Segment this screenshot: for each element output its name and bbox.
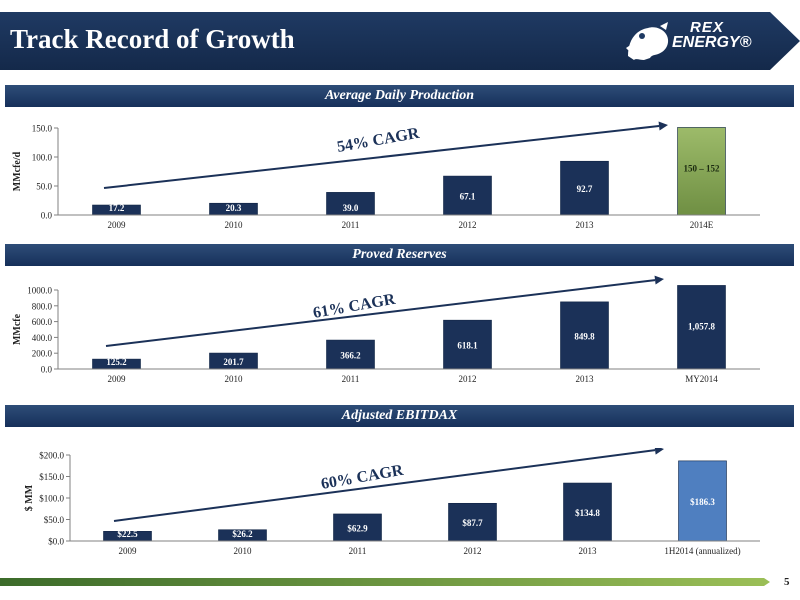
x-tick-label: 2012 [464,546,482,556]
x-tick-label: 2010 [225,220,244,230]
cagr-arrow-line [113,449,656,522]
y-tick-label: 200.0 [32,349,53,359]
cagr-arrow-head-icon [654,448,664,455]
x-tick-label: 2009 [108,220,127,230]
bar-2011 [326,339,375,370]
data-label: $186.3 [690,497,715,507]
data-label: $87.7 [462,518,483,528]
x-tick-label: 2009 [119,546,138,556]
x-tick-label: 2012 [459,220,477,230]
y-tick-label: $0.0 [48,537,64,547]
footer-bar [0,578,770,586]
y-tick-label: 600.0 [32,317,53,327]
bar-2013 [560,301,609,370]
logo-text-energy: ENERGY® [672,34,752,51]
y-axis-label: MMcfe [12,313,23,345]
y-tick-label: 800.0 [32,301,53,311]
y-tick-label: 50.0 [36,182,52,192]
page-number: 5 [784,576,790,588]
bar-1h2014-annualized- [678,460,727,542]
cagr-arrow-head-icon [654,275,664,285]
x-tick-label: 1H2014 (annualized) [664,546,740,556]
y-tick-label: $150.0 [39,472,64,482]
chart-average-daily-production: 0.0 50.0 100.0 150.0 MMcfe/d 17.2 2009 20.3 2010… [12,121,760,230]
x-tick-label: 2010 [234,546,253,556]
bar-2014e [677,127,726,216]
y-axis-label: MMcfe/d [12,151,23,191]
x-tick-label: 2011 [342,220,360,230]
data-label: $26.2 [232,529,253,539]
cagr-label: 61% CAGR [312,291,397,322]
y-tick-label: 150.0 [32,124,53,134]
band-proved-reserves: Proved Reserves [5,244,794,266]
data-label: 150 – 152 [684,163,721,173]
cagr-arrow-line [103,125,660,189]
data-label: 366.2 [340,351,361,361]
bar-2013 [560,160,609,216]
bar-2012 [443,319,492,370]
band-label: Adjusted EBITDAX [341,408,458,423]
rex-energy-logo [626,22,669,60]
bar-2011 [333,513,382,542]
data-label: $134.8 [575,508,600,518]
chart-adjusted-ebitdax: $0.0 $50.0 $100.0 $150.0 $200.0 $ MM $22.5 2009… [24,448,760,556]
data-label: 618.1 [457,341,478,351]
band-label: Proved Reserves [352,247,447,262]
band-adjusted-ebitdax: Adjusted EBITDAX [5,405,794,427]
x-tick-label: 2013 [579,546,598,556]
bar-2012 [443,175,492,216]
y-tick-label: $50.0 [44,515,65,525]
bar-2012 [448,502,497,542]
y-tick-label: 400.0 [32,333,53,343]
data-label: 1,057.8 [688,321,716,331]
data-label: 67.1 [460,192,476,202]
cagr-arrow-head-icon [658,121,668,131]
x-tick-label: 2009 [108,374,127,384]
data-label: 849.8 [574,331,595,341]
page-title: Track Record of Growth [10,24,295,54]
x-tick-label: 2014E [690,220,714,230]
y-tick-label: $200.0 [39,451,64,461]
data-label: $22.5 [117,529,138,539]
y-tick-label: $100.0 [39,494,64,504]
data-label: $62.9 [347,523,368,533]
x-tick-label: 2013 [576,374,595,384]
cagr-arrow-line [105,279,656,347]
data-label: 17.2 [109,203,125,213]
x-tick-label: 2013 [576,220,595,230]
y-tick-label: 0.0 [41,365,53,375]
x-tick-label: 2011 [342,374,360,384]
lion-emblem-icon [626,22,669,60]
logo-text-rex: REX [690,19,724,36]
y-tick-label: 0.0 [41,211,53,221]
x-tick-label: 2010 [225,374,244,384]
band-average-daily-production: Average Daily Production [5,85,794,107]
data-label: 125.2 [106,357,127,367]
x-tick-label: 2012 [459,374,477,384]
bar-my2014 [677,285,726,370]
y-axis-label: $ MM [24,484,35,511]
bar-2013 [563,482,612,542]
chart-proved-reserves: 0.0 200.0 400.0 600.0 800.0 1000.0 MMcfe 125.2 2… [12,275,760,384]
band-label: Average Daily Production [324,88,475,103]
data-label: 201.7 [223,357,244,367]
cagr-label: 54% CAGR [336,125,421,156]
y-tick-label: 100.0 [32,153,53,163]
data-label: 20.3 [226,203,242,213]
data-label: 92.7 [577,184,593,194]
x-tick-label: MY2014 [685,374,718,384]
data-label: 39.0 [343,203,359,213]
x-tick-label: 2011 [349,546,367,556]
y-tick-label: 1000.0 [27,286,52,296]
